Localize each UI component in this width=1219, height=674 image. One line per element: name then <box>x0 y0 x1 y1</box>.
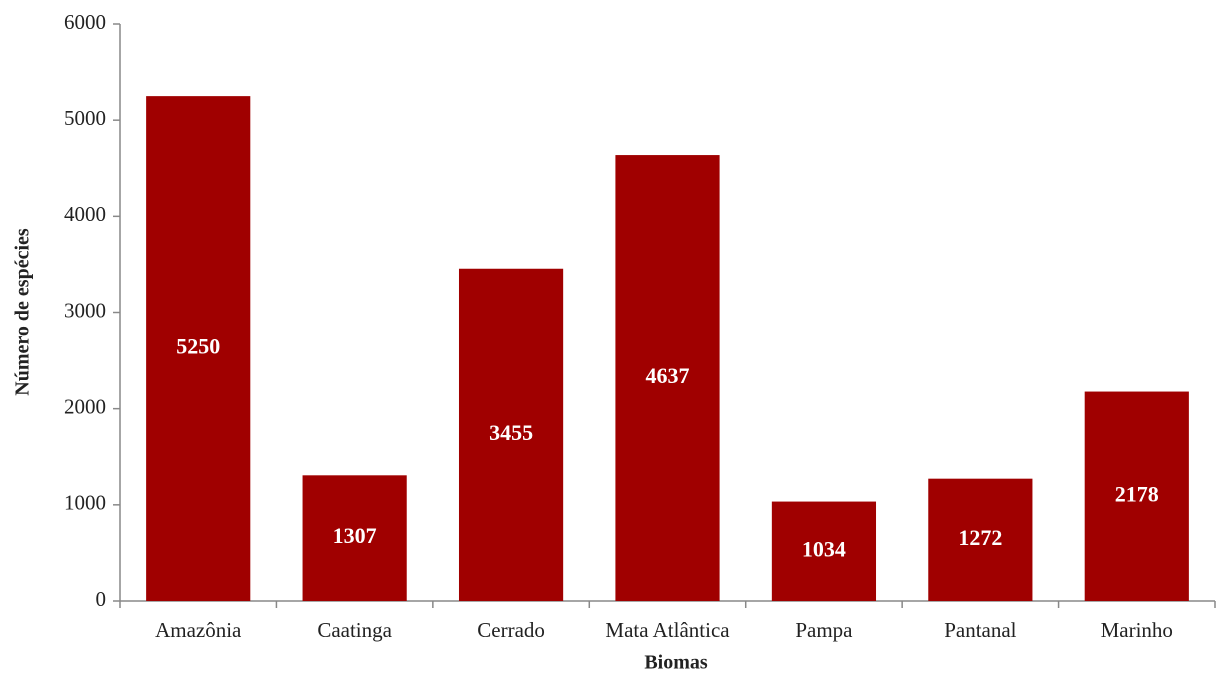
data-label: 1034 <box>802 536 846 561</box>
y-tick-label: 4000 <box>64 202 106 226</box>
data-label: 5250 <box>176 334 220 359</box>
x-tick-label: Pantanal <box>944 618 1016 642</box>
x-tick-label: Marinho <box>1101 618 1173 642</box>
y-tick-label: 5000 <box>64 106 106 130</box>
y-tick-label: 6000 <box>64 10 106 34</box>
bar <box>1084 391 1189 601</box>
bar <box>615 155 720 601</box>
bar <box>928 478 1033 601</box>
data-label: 3455 <box>489 420 533 445</box>
x-tick-label: Caatinga <box>317 618 392 642</box>
bar <box>458 268 564 601</box>
bar <box>771 501 877 601</box>
data-label: 1307 <box>333 523 377 548</box>
x-tick-label: Mata Atlântica <box>605 618 730 642</box>
y-axis-title: Número de espécies <box>12 228 34 396</box>
y-tick-label: 2000 <box>64 394 106 418</box>
x-tick-label: Cerrado <box>477 618 545 642</box>
data-label: 2178 <box>1115 481 1159 506</box>
bar <box>146 96 251 601</box>
x-tick-label: Pampa <box>795 618 853 642</box>
y-tick-label: 3000 <box>64 298 106 322</box>
x-axis-title: Biomas <box>644 652 708 674</box>
data-label: 1272 <box>958 525 1002 550</box>
y-tick-label: 1000 <box>64 491 106 515</box>
bar <box>302 475 407 601</box>
data-label: 4637 <box>646 363 690 388</box>
y-tick-label: 0 <box>96 587 107 611</box>
x-tick-label: Amazônia <box>155 618 242 642</box>
